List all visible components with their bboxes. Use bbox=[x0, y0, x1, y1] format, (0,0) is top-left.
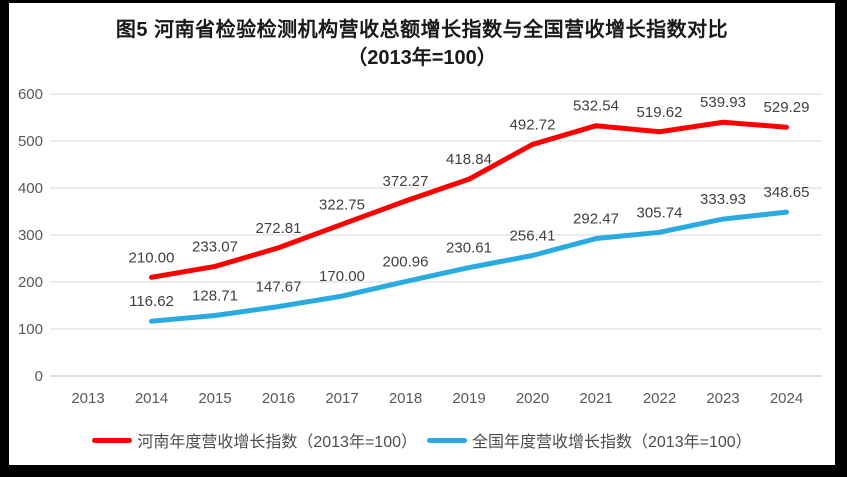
data-label: 170.00 bbox=[319, 268, 365, 285]
x-tick-label: 2013 bbox=[71, 390, 104, 407]
x-tick-label: 2020 bbox=[516, 390, 549, 407]
chart-title: 图5 河南省检验检测机构营收总额增长指数与全国营收增长指数对比 （2013年=1… bbox=[9, 17, 835, 71]
data-label: 418.84 bbox=[446, 151, 492, 168]
data-label: 529.29 bbox=[764, 99, 810, 116]
data-label: 492.72 bbox=[510, 116, 556, 133]
y-tick-label: 200 bbox=[18, 274, 43, 291]
x-tick-label: 2015 bbox=[198, 390, 231, 407]
chart-title-line1: 图5 河南省检验检测机构营收总额增长指数与全国营收增长指数对比 bbox=[115, 19, 729, 41]
data-label: 256.41 bbox=[510, 227, 556, 244]
chart-title-line2: （2013年=100） bbox=[347, 47, 497, 69]
legend-label-henan: 河南年度营收增长指数（2013年=100） bbox=[137, 434, 417, 451]
series-line-0 bbox=[149, 119, 789, 280]
x-tick-label: 2021 bbox=[579, 390, 612, 407]
data-label: 305.74 bbox=[637, 204, 683, 221]
data-label: 233.07 bbox=[192, 238, 238, 255]
data-label: 333.93 bbox=[700, 191, 746, 208]
data-label: 539.93 bbox=[700, 94, 746, 111]
legend-label-national: 全国年度营收增长指数（2013年=100） bbox=[472, 434, 752, 451]
x-tick-label: 2019 bbox=[452, 390, 485, 407]
legend-item-henan: 河南年度营收增长指数（2013年=100） bbox=[92, 428, 417, 452]
data-label: 147.67 bbox=[256, 279, 302, 296]
henan-series-line-icon bbox=[92, 437, 133, 443]
x-tick-label: 2018 bbox=[389, 390, 422, 407]
national-series-line-icon bbox=[427, 437, 467, 443]
data-label: 230.61 bbox=[446, 240, 492, 257]
y-tick-label: 600 bbox=[18, 86, 43, 103]
data-label: 372.27 bbox=[383, 173, 429, 190]
data-label: 292.47 bbox=[573, 211, 619, 228]
y-tick-label: 300 bbox=[18, 227, 43, 244]
y-tick-label: 400 bbox=[18, 180, 43, 197]
x-tick-label: 2014 bbox=[135, 390, 168, 407]
y-tick-label: 0 bbox=[35, 368, 43, 385]
series-line-1 bbox=[149, 209, 789, 324]
data-label: 272.81 bbox=[256, 220, 302, 237]
data-label: 348.65 bbox=[764, 184, 810, 201]
legend-item-national: 全国年度营收增长指数（2013年=100） bbox=[427, 428, 752, 452]
y-tick-label: 100 bbox=[18, 321, 43, 338]
x-tick-label: 2023 bbox=[706, 390, 739, 407]
data-label: 128.71 bbox=[192, 288, 238, 305]
data-label: 322.75 bbox=[319, 196, 365, 213]
data-label: 532.54 bbox=[573, 98, 619, 115]
data-label: 519.62 bbox=[637, 104, 683, 121]
y-tick-label: 500 bbox=[18, 133, 43, 150]
x-tick-label: 2024 bbox=[770, 390, 803, 407]
x-tick-label: 2017 bbox=[325, 390, 358, 407]
data-label: 200.96 bbox=[383, 254, 429, 271]
x-tick-label: 2022 bbox=[643, 390, 676, 407]
data-label: 116.62 bbox=[129, 293, 174, 310]
chart-legend: 河南年度营收增长指数（2013年=100） 全国年度营收增长指数（2013年=1… bbox=[9, 428, 835, 452]
x-tick-label: 2016 bbox=[262, 390, 295, 407]
data-label: 210.00 bbox=[129, 249, 175, 266]
